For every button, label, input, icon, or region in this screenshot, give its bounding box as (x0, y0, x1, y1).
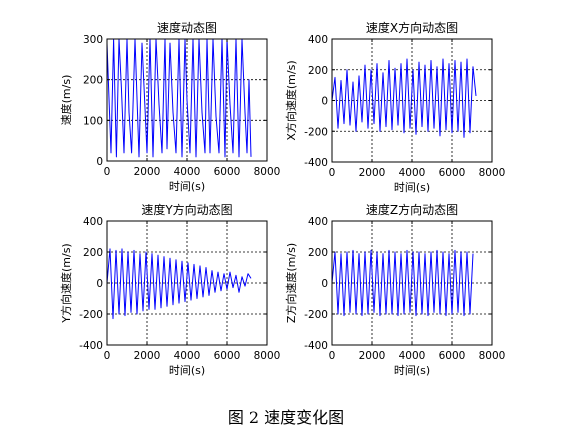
y-tick-label: 0 (96, 156, 103, 168)
figure-caption: 图 2 速度变化图 (227, 408, 345, 427)
chart-title: 速度动态图 (157, 20, 217, 35)
y-tick-label: 200 (83, 75, 103, 87)
x-tick-label: 8000 (479, 167, 506, 179)
series-line-1 (331, 249, 474, 317)
y-tick-label: -400 (304, 157, 328, 169)
y-tick-label: 200 (308, 65, 328, 77)
x-tick-label: 0 (329, 350, 336, 362)
y-tick-label: -200 (304, 126, 328, 138)
y-tick-label: 300 (83, 34, 103, 46)
chart-title: 速度Y方向动态图 (141, 202, 232, 217)
series-line-1 (331, 58, 477, 138)
y-tick-label: 0 (321, 96, 328, 108)
y-tick-label: 200 (83, 247, 103, 259)
chart-panel-3: 0 2000 4000 6000 8000 -400 -200 0 200 400 速度Y方向动态图… (59, 202, 280, 377)
y-tick-label: 0 (96, 278, 103, 290)
x-axis-label: 时间(s) (394, 181, 430, 194)
y-tick-label: 0 (321, 278, 328, 290)
y-tick-label: 400 (83, 216, 103, 228)
x-tick-label: 4000 (399, 350, 426, 362)
x-tick-label: 4000 (174, 350, 201, 362)
chart-title: 速度X方向动态图 (366, 20, 458, 35)
x-tick-label: 2000 (134, 350, 161, 362)
x-tick-label: 8000 (479, 350, 506, 362)
chart-panel-2: 0 2000 4000 6000 8000 -400 -200 0 200 400 速度X方向动态图… (284, 20, 505, 194)
x-tick-label: 6000 (439, 350, 466, 362)
x-tick-label: 8000 (254, 350, 281, 362)
x-axis-label: 时间(s) (169, 364, 205, 377)
x-tick-label: 6000 (439, 167, 466, 179)
y-axis-label: 速度(m/s) (59, 75, 73, 126)
x-tick-label: 6000 (214, 350, 241, 362)
y-tick-label: -200 (304, 309, 328, 321)
x-tick-label: 4000 (399, 167, 426, 179)
x-tick-label: 2000 (134, 166, 161, 178)
y-axis-label: X方向速度(m/s) (284, 60, 298, 140)
y-tick-label: -400 (79, 340, 103, 352)
chart-panel-4: 0 2000 4000 6000 8000 -400 -200 0 200 400 速度Z方向动态图… (284, 202, 505, 377)
y-tick-label: 100 (83, 115, 103, 127)
y-axis-label: Y方向速度(m/s) (59, 243, 73, 323)
x-axis-label: 时间(s) (169, 180, 205, 193)
x-axis-label: 时间(s) (394, 364, 430, 377)
x-tick-label: 0 (329, 167, 336, 179)
x-tick-label: 8000 (254, 166, 281, 178)
x-tick-label: 0 (104, 166, 111, 178)
x-tick-label: 4000 (174, 166, 201, 178)
y-axis-label: Z方向速度(m/s) (284, 243, 298, 323)
x-tick-label: 2000 (359, 167, 386, 179)
y-tick-label: 200 (308, 247, 328, 259)
x-tick-label: 6000 (214, 166, 241, 178)
x-tick-label: 0 (104, 350, 111, 362)
y-tick-label: -200 (79, 309, 103, 321)
y-tick-label: -400 (304, 340, 328, 352)
series-line-1 (106, 248, 252, 320)
y-tick-label: 400 (308, 216, 328, 228)
chart-title: 速度Z方向动态图 (366, 202, 458, 217)
x-tick-label: 2000 (359, 350, 386, 362)
y-tick-label: 400 (308, 34, 328, 46)
